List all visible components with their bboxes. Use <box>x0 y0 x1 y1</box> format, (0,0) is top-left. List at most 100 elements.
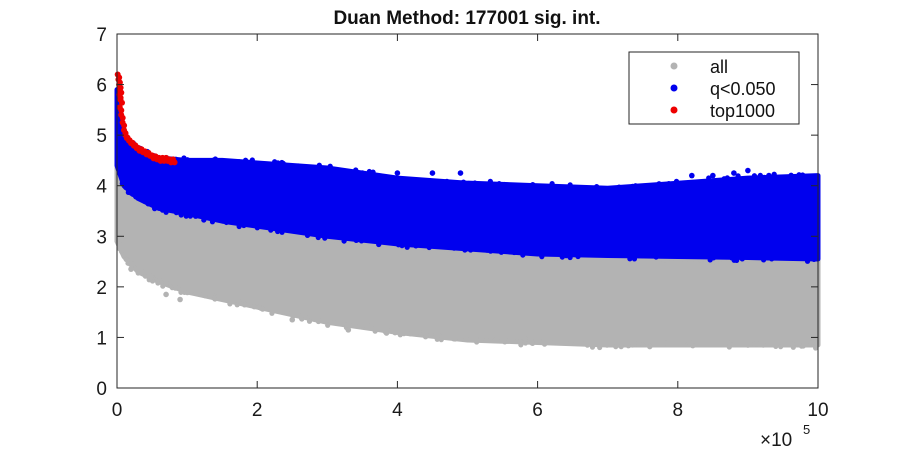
data-point <box>789 341 796 347</box>
data-point <box>568 340 574 346</box>
data-point <box>247 302 253 308</box>
y-tick-label: 7 <box>96 25 107 46</box>
data-point <box>123 184 129 190</box>
y-tick-label: 3 <box>96 227 107 248</box>
x-tick-label: 0 <box>112 400 123 421</box>
data-point <box>241 302 248 308</box>
data-point <box>375 326 381 332</box>
data-point <box>663 340 669 346</box>
data-point <box>765 253 772 259</box>
data-point <box>511 249 517 256</box>
data-point <box>729 255 735 261</box>
y-tick-label: 5 <box>96 126 107 147</box>
data-point <box>118 107 125 114</box>
data-point <box>689 172 695 179</box>
y-tick-label: 1 <box>96 328 107 349</box>
data-point <box>280 309 286 315</box>
data-point <box>435 332 441 338</box>
data-point <box>275 228 281 235</box>
data-point <box>142 269 148 276</box>
data-point <box>364 172 370 178</box>
x-exponent-power: 5 <box>803 422 810 437</box>
data-point <box>484 337 490 343</box>
data-point <box>193 158 199 164</box>
data-point <box>181 208 187 214</box>
data-point <box>119 180 125 187</box>
data-point <box>788 172 794 178</box>
data-point <box>289 167 296 174</box>
data-point <box>341 238 347 244</box>
data-point <box>496 181 502 187</box>
data-point <box>188 288 194 294</box>
data-point <box>193 213 199 219</box>
data-point <box>269 310 275 316</box>
data-point <box>263 162 269 168</box>
x-exponent-label: ×10 5 <box>760 422 810 450</box>
data-point <box>117 170 123 177</box>
data-point <box>451 245 457 251</box>
data-point <box>212 156 218 162</box>
data-point <box>656 181 662 187</box>
data-point <box>298 315 304 321</box>
data-point <box>554 340 560 346</box>
data-point <box>212 296 218 302</box>
data-point <box>386 244 393 251</box>
data-point <box>259 223 265 229</box>
data-point <box>422 334 429 340</box>
data-point <box>428 332 434 338</box>
data-point <box>118 245 124 251</box>
data-point <box>316 163 323 170</box>
data-point <box>555 186 561 192</box>
data-point <box>688 253 695 259</box>
data-point <box>251 304 257 310</box>
data-point <box>304 232 311 239</box>
data-point <box>324 317 330 323</box>
data-point <box>734 257 740 263</box>
y-tick-label: 0 <box>96 379 107 400</box>
data-point <box>561 185 567 191</box>
data-point <box>325 322 331 328</box>
data-point <box>597 344 603 351</box>
data-point <box>468 247 474 253</box>
x-tick-label: 6 <box>532 400 543 421</box>
data-point <box>472 183 478 189</box>
data-point <box>121 122 128 129</box>
data-point <box>392 330 398 336</box>
data-point <box>811 174 817 180</box>
data-point <box>125 189 131 195</box>
data-point <box>536 185 543 192</box>
data-point <box>452 336 458 342</box>
axis-ticks: 0 2 4 6 8 10 0 1 2 3 4 5 6 7 <box>96 25 828 421</box>
data-point <box>358 238 365 244</box>
data-point <box>778 344 784 350</box>
data-point <box>419 240 425 246</box>
data-point <box>353 167 359 173</box>
data-point <box>353 237 359 244</box>
data-point <box>680 251 686 257</box>
data-point <box>499 336 505 342</box>
data-point <box>604 342 610 348</box>
data-point <box>149 200 155 206</box>
data-point <box>474 339 480 345</box>
data-point <box>800 343 806 349</box>
legend-label-top1000: top1000 <box>710 101 775 121</box>
data-point <box>613 344 619 350</box>
data-point <box>413 240 419 246</box>
data-point <box>279 229 285 235</box>
data-point <box>550 255 557 262</box>
data-point <box>359 170 366 176</box>
y-tick-label: 4 <box>96 177 107 198</box>
data-point <box>498 249 504 255</box>
data-point <box>438 337 444 343</box>
legend-label-q: q<0.050 <box>710 79 776 99</box>
data-point <box>163 209 169 215</box>
data-point <box>502 181 508 188</box>
data-point <box>520 252 526 258</box>
data-point <box>455 251 461 257</box>
plot-area-frame <box>116 33 819 389</box>
data-point <box>750 254 756 260</box>
data-point <box>584 342 590 348</box>
data-point <box>131 192 138 198</box>
data-point <box>211 215 217 221</box>
